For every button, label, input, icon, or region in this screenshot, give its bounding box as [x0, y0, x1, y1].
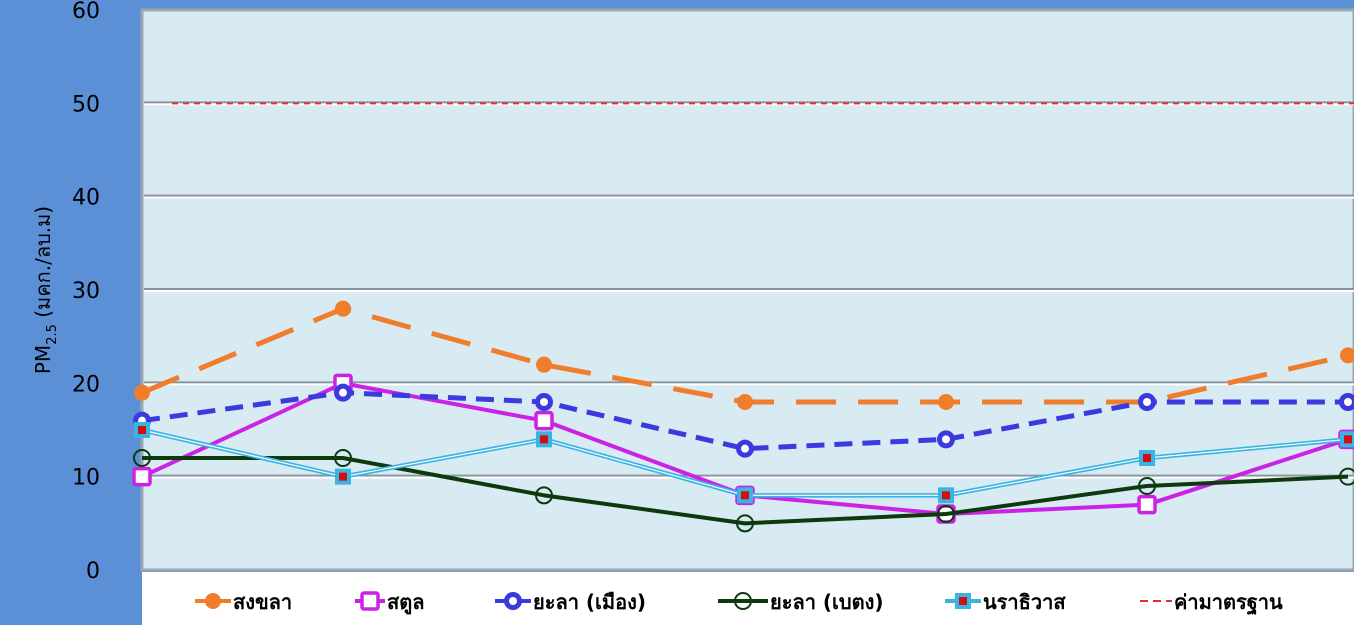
y-tick-label-50: 50: [72, 92, 100, 117]
legend-box: [142, 572, 1354, 625]
series-4-point-3-center: [741, 491, 749, 500]
y-tick-label-60: 60: [72, 0, 100, 24]
legend-marker-3: [734, 592, 752, 610]
series-4-point-1-center: [339, 472, 347, 481]
y-tick-label-30: 30: [72, 279, 100, 304]
legend-label-1: สตูล: [387, 590, 424, 616]
series-1-point-5: [1137, 494, 1157, 515]
legend-marker-4-center: [959, 597, 967, 605]
legend-item-3: ยะลา (เบตง): [718, 590, 883, 614]
y-axis-label-main: PM: [31, 345, 55, 374]
legend-item-reference: ค่ามาตรฐาน: [1140, 590, 1283, 616]
series-4: [134, 422, 1354, 504]
series-3-point-6: [1339, 467, 1354, 486]
series-3-point-2: [535, 486, 553, 505]
series-1-point-0: [132, 466, 152, 487]
legend-label-0: สงขลา: [233, 590, 292, 614]
legend-item-1: สตูล: [355, 590, 424, 616]
legend: สงขลา สตูล ยะลา (เมือง) ยะลา (เบตง) นราธิวาส…: [195, 590, 1283, 616]
legend-item-2: ยะลา (เมือง): [495, 590, 646, 614]
series-2-point-4-center: [942, 435, 950, 444]
y-tick-label-0: 0: [86, 559, 100, 584]
legend-label-3: ยะลา (เบตง): [770, 590, 883, 614]
series-line-3: [142, 456, 1349, 526]
series-2-point-3-center: [741, 444, 749, 453]
legend-label-2: ยะลา (เมือง): [533, 590, 646, 614]
series-4-point-2-center: [540, 435, 548, 444]
series-4-point-0-center: [138, 426, 146, 434]
series-3-point-1: [334, 449, 352, 467]
series-3: [133, 449, 1354, 533]
series-3-point-3: [736, 514, 754, 533]
series-4-point-6-center: [1344, 435, 1352, 444]
series-2-point-1-center: [339, 388, 347, 397]
series-group: [132, 300, 1354, 533]
series-0-point-4: [938, 394, 954, 410]
series-4-point-4-center: [942, 491, 950, 500]
y-axis-label: PM2.5 (มคก./ลบ.ม): [31, 206, 60, 374]
series-0-point-3: [737, 394, 753, 410]
y-axis-ticks: 0 10 20 30 40 50 60: [72, 0, 100, 584]
legend-marker-0: [205, 593, 221, 609]
y-axis-label-unit: (มคก./ลบ.ม): [31, 206, 55, 324]
series-0-point-6: [1340, 347, 1354, 364]
series-4-point-5-center: [1143, 454, 1151, 462]
series-2-point-6-center: [1344, 398, 1352, 406]
series-3-point-0: [133, 449, 151, 467]
y-axis-label-subscript: 2.5: [45, 324, 60, 345]
series-2-point-2-center: [540, 398, 548, 406]
y-tick-label-20: 20: [72, 372, 100, 397]
legend-item-0: สงขลา: [195, 590, 292, 614]
y-tick-label-40: 40: [72, 186, 100, 211]
legend-item-4: นราธิวาส: [945, 590, 1066, 614]
series-0: [134, 300, 1354, 410]
series-0-point-0: [134, 384, 150, 401]
series-2: [133, 383, 1354, 458]
series-2-point-5-center: [1143, 398, 1151, 406]
y-tick-label-10: 10: [72, 466, 100, 491]
series-3-point-4: [937, 505, 955, 523]
legend-label-4: นราธิวาส: [983, 590, 1066, 614]
series-0-point-1: [335, 300, 351, 317]
series-1-point-2: [534, 410, 554, 431]
series-0-point-2: [536, 356, 552, 373]
legend-marker-2-center: [509, 597, 517, 605]
legend-marker-1: [360, 591, 380, 611]
legend-label-reference: ค่ามาตรฐาน: [1174, 590, 1283, 616]
series-3-point-5: [1138, 477, 1156, 495]
